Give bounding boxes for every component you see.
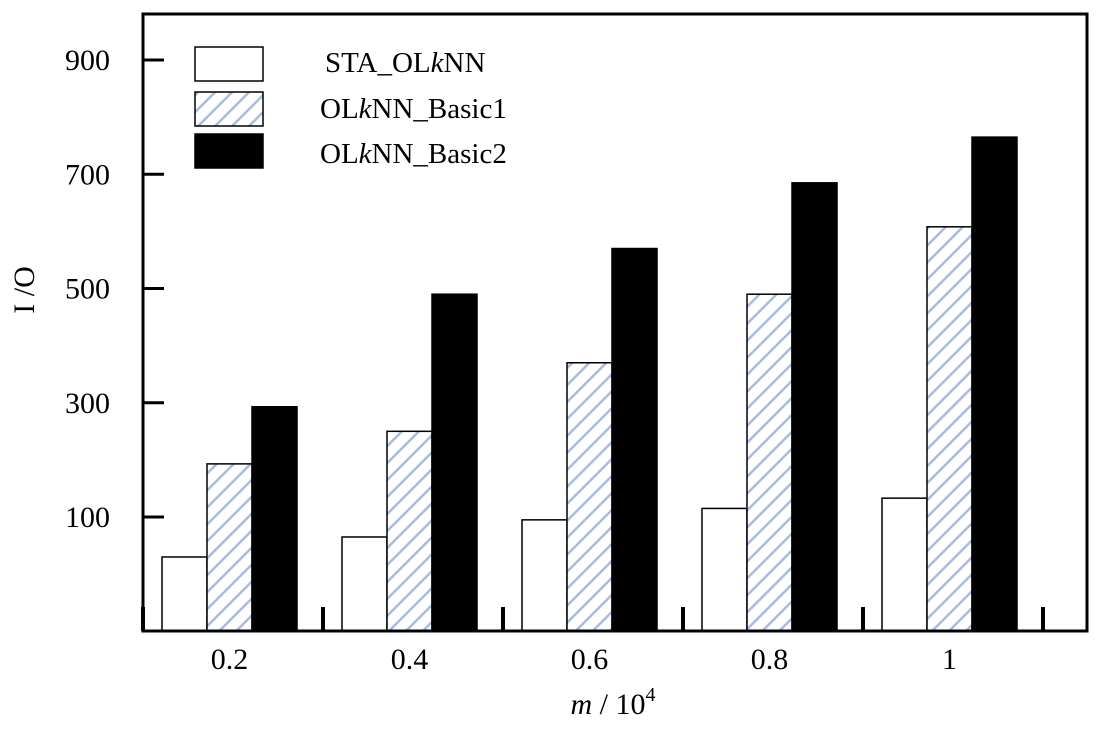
bar-white-0.8 xyxy=(701,507,748,632)
y-tick-label: 700 xyxy=(65,158,110,191)
legend-swatch-white xyxy=(194,46,264,82)
bar-black-0.8 xyxy=(791,182,838,632)
legend-label: OLkNN_Basic2 xyxy=(320,138,507,170)
bar-black-1 xyxy=(971,136,1018,632)
bar-hatched-1 xyxy=(926,226,973,632)
bar-black-0.2 xyxy=(251,405,298,632)
y-tick-label: 500 xyxy=(65,273,110,306)
bar-hatched-0.2 xyxy=(206,463,253,632)
legend-label-part: k xyxy=(359,93,373,125)
x-axis-title-unit: / 10 xyxy=(592,688,645,721)
legend-swatch-hatched xyxy=(194,91,264,127)
bar-hatched-0.6 xyxy=(566,362,613,632)
legend-label-part: k xyxy=(431,47,445,79)
y-tick-label: 100 xyxy=(65,501,110,534)
legend-label-part: OL xyxy=(320,93,359,125)
legend-label-part: STA_OL xyxy=(325,47,431,79)
bar-hatched-0.4 xyxy=(386,430,433,632)
bar-white-0.6 xyxy=(521,519,568,632)
x-axis-title-exponent: 4 xyxy=(646,684,656,706)
x-axis-title: m / 104 xyxy=(570,684,655,721)
legend-label: STA_OLkNN xyxy=(325,47,485,79)
bar-black-0.4 xyxy=(431,293,478,632)
y-tick-label: 900 xyxy=(65,44,110,77)
y-axis-title: I /O xyxy=(8,266,41,314)
y-axis: 100 300 500 700 900 xyxy=(65,44,164,534)
bar-white-0.4 xyxy=(341,536,388,632)
bar-white-0.2 xyxy=(161,556,208,632)
legend-label-part: k xyxy=(359,138,373,170)
bar-black-0.6 xyxy=(611,247,658,632)
bar-white-1 xyxy=(881,497,928,632)
legend-label-part: NN_Basic1 xyxy=(372,93,507,125)
legend-label-part: NN xyxy=(444,47,486,79)
x-axis-title-variable: m xyxy=(570,688,592,721)
plot-frame xyxy=(141,12,1089,633)
y-tick-label: 300 xyxy=(65,387,110,420)
bar-hatched-0.8 xyxy=(746,293,793,632)
x-tick-label: 1 xyxy=(942,643,957,676)
x-tick-label: 0.4 xyxy=(391,643,429,676)
x-tick-label: 0.6 xyxy=(571,643,609,676)
x-tick-label: 0.2 xyxy=(211,643,249,676)
x-axis: 0.2 0.4 0.6 0.8 1 xyxy=(141,607,1045,676)
x-tick-label: 0.8 xyxy=(751,643,789,676)
legend-label-part: OL xyxy=(320,138,359,170)
legend-label-part: NN_Basic2 xyxy=(372,138,507,170)
legend-swatch-black xyxy=(194,133,264,169)
bars-layer xyxy=(161,136,1018,632)
legend-label: OLkNN_Basic1 xyxy=(320,93,507,125)
